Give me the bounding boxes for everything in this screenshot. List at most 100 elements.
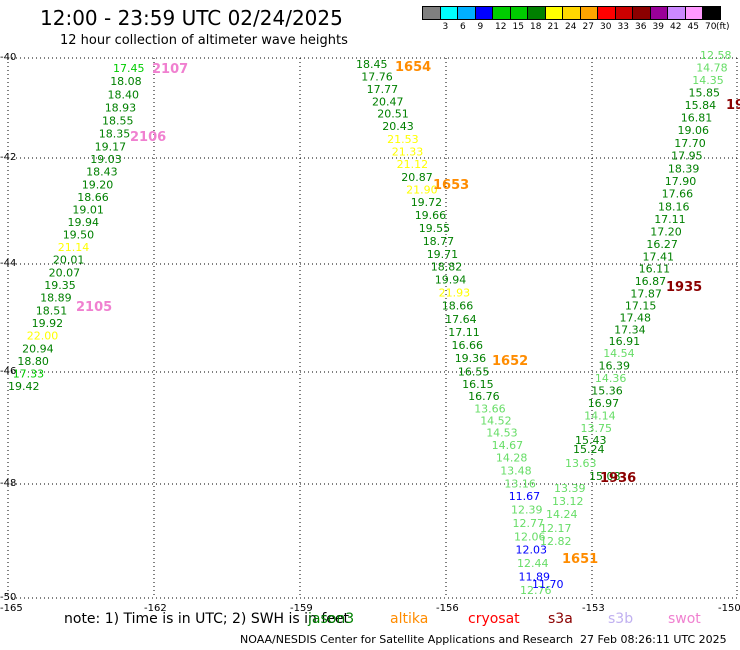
swh-value-label: 16.11 — [639, 263, 671, 276]
swh-value-label: 21.90 — [406, 184, 438, 197]
lon-tick-label: -150 — [718, 603, 740, 614]
pass-time-label: 1651 — [562, 552, 598, 567]
legend-label: 9 — [477, 22, 484, 32]
legend-label: 15 — [512, 22, 524, 32]
swh-value-label: 13.39 — [554, 482, 586, 495]
swh-value-label: 18.82 — [431, 261, 463, 274]
swh-value-label: 14.67 — [492, 439, 523, 452]
swh-value-label: 12.44 — [517, 557, 549, 570]
swh-value-label: 18.77 — [423, 235, 455, 248]
swh-value-label: 19.03 — [90, 153, 122, 166]
swh-value-label: 17.11 — [654, 213, 686, 226]
legend-label: 12 — [495, 22, 507, 32]
lat-tick-label: -42 — [0, 152, 17, 163]
swh-value-label: 18.39 — [668, 162, 700, 175]
swh-value-label: 13.75 — [581, 422, 613, 435]
swh-value-label: 12.39 — [511, 503, 543, 516]
swh-value-label: 16.55 — [458, 365, 490, 378]
legend-swatch — [702, 6, 721, 20]
swh-value-label: 14.36 — [595, 372, 627, 385]
swh-value-label: 17.33 — [13, 367, 45, 380]
swh-value-label: 16.39 — [599, 359, 631, 372]
swh-value-label: 14.78 — [696, 62, 728, 75]
swh-value-label: 15.85 — [689, 87, 721, 100]
swh-value-label: 16.97 — [588, 397, 620, 410]
swh-value-label: 18.40 — [108, 88, 140, 101]
satellite-jason3: jason3 — [308, 611, 355, 627]
swh-value-label: 14.14 — [584, 410, 616, 423]
swh-value-label: 18.43 — [86, 166, 118, 179]
swh-value-label: 19.35 — [44, 279, 76, 292]
swh-value-label: 17.76 — [361, 70, 393, 83]
swh-value-label: 18.89 — [40, 292, 72, 305]
swh-value-label: 22.00 — [27, 330, 59, 343]
pass-time-label: 1935 — [666, 280, 702, 295]
swh-value-label: 18.45 — [356, 58, 388, 71]
swh-value-label: 19.17 — [95, 140, 127, 153]
legend-label: 39 — [652, 22, 664, 32]
swh-value-label: 16.15 — [462, 378, 494, 391]
swh-value-label: 19.36 — [455, 352, 487, 365]
legend-label: 27 — [582, 22, 594, 32]
swh-value-label: 17.34 — [614, 323, 646, 336]
swh-value-label: 16.27 — [646, 238, 678, 251]
swh-value-label: 20.47 — [372, 95, 404, 108]
pass-time-label: 2107 — [152, 62, 188, 77]
swh-value-label: 20.87 — [401, 171, 433, 184]
swh-value-label: 17.87 — [630, 288, 662, 301]
legend-label: 24 — [565, 22, 577, 32]
footer-organization: NOAA/NESDIS Center for Satellite Applica… — [240, 633, 574, 646]
swh-value-label: 19.50 — [63, 229, 94, 242]
swh-value-label: 15.84 — [685, 99, 717, 112]
swh-value-label: 17.11 — [448, 326, 480, 339]
swh-value-label: 17.45 — [113, 62, 145, 75]
swh-value-label: 12.03 — [516, 544, 548, 557]
swh-value-label: 11.67 — [509, 490, 541, 503]
lat-tick-label: -44 — [0, 258, 17, 269]
swh-value-label: 11.70 — [532, 578, 564, 591]
swh-value-label: 14.24 — [546, 508, 578, 521]
swh-value-label: 14.35 — [692, 74, 724, 87]
swh-value-label: 18.08 — [110, 75, 142, 88]
lon-tick-label: -162 — [144, 603, 167, 614]
legend-label: 45 — [687, 22, 699, 32]
swh-value-label: 17.15 — [625, 300, 657, 313]
swh-value-label: 21.53 — [387, 133, 419, 146]
pass-time-label: 1652 — [492, 354, 528, 369]
legend-label: 6 — [460, 22, 466, 32]
swh-value-label: 16.76 — [468, 390, 500, 403]
swh-value-label: 16.81 — [681, 112, 713, 125]
legend-unit: (ft) — [716, 22, 730, 32]
swh-value-label: 17.95 — [671, 150, 703, 163]
lat-tick-label: -50 — [0, 592, 17, 603]
footer-timestamp: 27 Feb 08:26:11 UTC 2025 — [580, 633, 727, 646]
lat-tick-label: -40 — [0, 52, 17, 63]
swh-value-label: 19.92 — [32, 317, 63, 330]
satellite-s3a: s3a — [548, 611, 573, 627]
swh-value-label: 12.06 — [514, 530, 546, 543]
swh-value-label: 12.76 — [520, 584, 552, 597]
lat-tick-label: -48 — [0, 478, 17, 489]
legend-label: 36 — [635, 22, 647, 32]
swh-value-label: 18.16 — [658, 200, 690, 213]
swh-value-label: 20.43 — [382, 120, 414, 133]
swh-value-label: 20.94 — [22, 342, 53, 355]
pass-time-label: 2105 — [76, 300, 112, 315]
pass-time-label: 1654 — [395, 60, 431, 75]
swh-value-label: 15.08 — [589, 470, 621, 483]
swh-value-label: 21.14 — [58, 241, 90, 254]
swh-value-label: 16.87 — [635, 275, 667, 288]
lon-tick-label: -153 — [582, 603, 605, 614]
swh-value-label: 19.06 — [678, 124, 710, 137]
swh-value-label: 18.51 — [36, 305, 68, 318]
lon-tick-label: -159 — [290, 603, 313, 614]
swh-value-label: 18.66 — [442, 300, 474, 313]
swh-value-label: 16.66 — [452, 339, 484, 352]
swh-value-label: 19.71 — [427, 248, 459, 261]
swh-value-label: 17.77 — [367, 83, 399, 96]
swh-value-label: 18.55 — [102, 115, 134, 128]
swh-value-label: 17.41 — [643, 250, 675, 263]
swh-value-label: 17.66 — [662, 188, 694, 201]
